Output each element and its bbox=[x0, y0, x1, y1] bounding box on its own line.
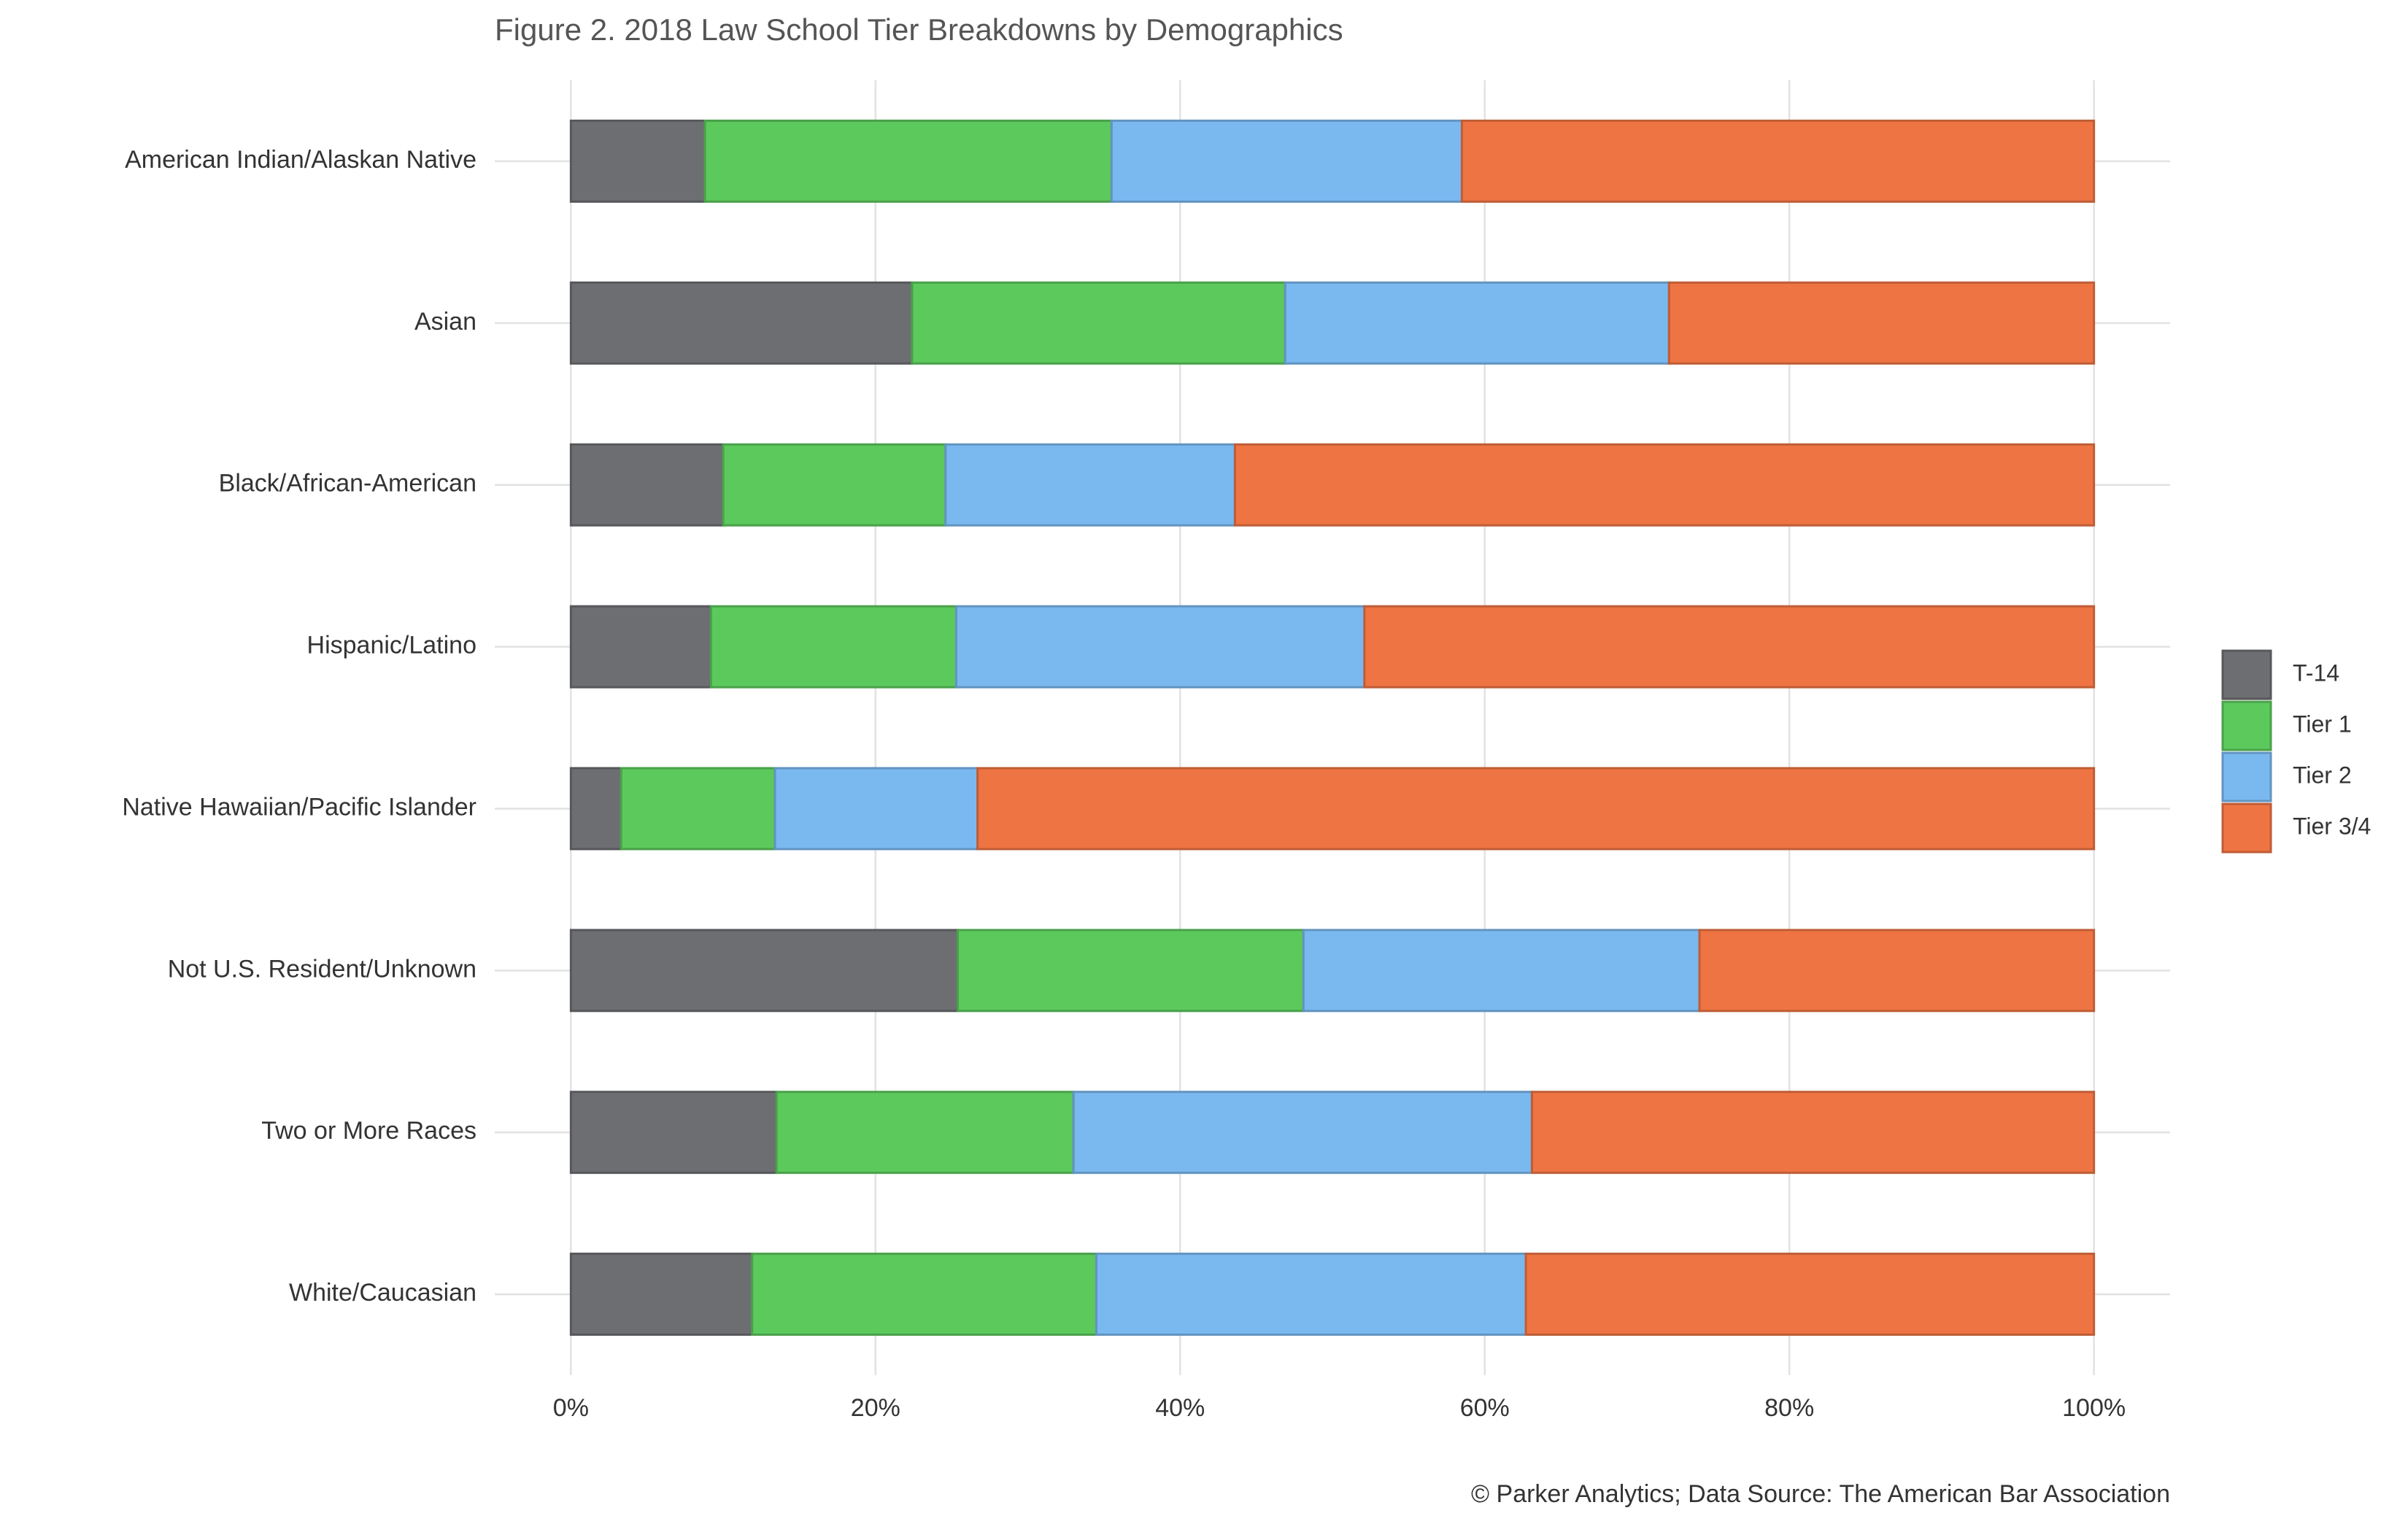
bar-segment bbox=[569, 929, 960, 1013]
bar-segment bbox=[1460, 119, 2096, 203]
bar-segment bbox=[1072, 1091, 1533, 1175]
y-tick-label: Asian bbox=[414, 308, 476, 336]
caption: © Parker Analytics; Data Source: The Ame… bbox=[1471, 1480, 2170, 1508]
bar-segment bbox=[1698, 929, 2096, 1013]
bar-segment bbox=[569, 1253, 754, 1336]
bar-segment bbox=[773, 767, 979, 851]
y-tick-label: Not U.S. Resident/Unknown bbox=[168, 955, 476, 983]
legend-label: Tier 2 bbox=[2293, 762, 2352, 788]
x-tick-label: 20% bbox=[851, 1394, 900, 1422]
bar-segment bbox=[703, 119, 1113, 203]
bar-segment bbox=[569, 119, 706, 203]
x-tick-label: 80% bbox=[1764, 1394, 1814, 1422]
bar-segment bbox=[1110, 119, 1463, 203]
bar-segment bbox=[954, 605, 1366, 689]
bar-segment bbox=[709, 605, 957, 689]
legend-swatch bbox=[2221, 649, 2272, 700]
bar-segment bbox=[911, 281, 1286, 365]
y-tick-label: Black/African-American bbox=[219, 470, 476, 498]
bar-segment bbox=[1363, 605, 2096, 689]
bar-segment bbox=[1302, 929, 1701, 1013]
x-tick-label: 100% bbox=[2062, 1394, 2126, 1422]
x-tick-label: 40% bbox=[1155, 1394, 1205, 1422]
bar-segment bbox=[1284, 281, 1670, 365]
bar-segment bbox=[1667, 281, 2096, 365]
y-tick-label: Native Hawaiian/Pacific Islander bbox=[122, 793, 476, 821]
bar-segment bbox=[569, 767, 622, 851]
bar-segment bbox=[569, 605, 712, 689]
bar-segment bbox=[569, 281, 914, 365]
y-tick-label: American Indian/Alaskan Native bbox=[125, 146, 476, 174]
bar-segment bbox=[569, 443, 725, 527]
bar-segment bbox=[722, 443, 947, 527]
y-tick-label: Hispanic/Latino bbox=[307, 632, 476, 659]
bar-segment bbox=[957, 929, 1305, 1013]
bar-segment bbox=[1233, 443, 2096, 527]
bar-segment bbox=[620, 767, 776, 851]
legend-label: T-14 bbox=[2293, 659, 2339, 686]
bar-segment bbox=[944, 443, 1236, 527]
x-tick-label: 0% bbox=[553, 1394, 589, 1422]
bar-segment bbox=[751, 1253, 1097, 1336]
legend-label: Tier 3/4 bbox=[2293, 813, 2371, 839]
legend-swatch bbox=[2221, 751, 2272, 802]
legend-label: Tier 1 bbox=[2293, 711, 2352, 737]
y-tick-label: Two or More Races bbox=[261, 1117, 476, 1145]
chart-title: Figure 2. 2018 Law School Tier Breakdown… bbox=[495, 12, 1343, 47]
legend-swatch bbox=[2221, 802, 2272, 854]
bar-segment bbox=[976, 767, 2096, 851]
bar-segment bbox=[775, 1091, 1075, 1175]
bar-segment bbox=[1095, 1253, 1527, 1336]
bar-segment bbox=[1524, 1253, 2096, 1336]
x-tick-label: 60% bbox=[1460, 1394, 1510, 1422]
legend-swatch bbox=[2221, 700, 2272, 751]
bar-segment bbox=[1530, 1091, 2096, 1175]
y-tick-label: White/Caucasian bbox=[289, 1279, 476, 1307]
bar-segment bbox=[569, 1091, 778, 1175]
